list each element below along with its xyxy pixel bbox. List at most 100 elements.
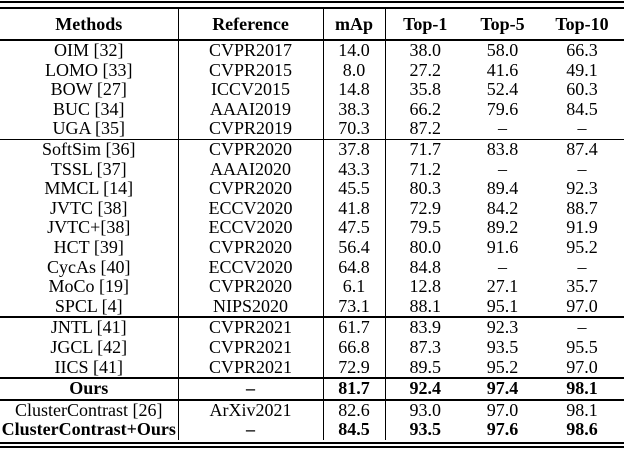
top10-cell: 49.1 xyxy=(566,60,598,80)
map-cell: 64.8 xyxy=(323,257,386,278)
method-cell: JVTC+[38] xyxy=(0,218,179,238)
top1-cell: 89.5 xyxy=(409,357,442,377)
top1-cell: 80.3 xyxy=(409,179,442,199)
top1-cell: 35.8 xyxy=(409,80,442,100)
table-bottom-rule-inner xyxy=(0,441,624,444)
method-cell: BOW [27] xyxy=(0,80,179,100)
method-cell: CycAs [40] xyxy=(0,257,179,278)
top1-cell: 87.3 xyxy=(409,337,442,357)
table-body: OIM [32] CVPR2017 14.0 38.0 58.0 66.3 LOMO [33… xyxy=(0,40,624,440)
top1-cell: 12.8 xyxy=(409,277,442,297)
method-cell: JGCL [42] xyxy=(0,337,179,358)
top1-cell: 93.5 xyxy=(409,420,442,440)
top10-cell: – xyxy=(577,119,587,139)
table-row: UGA [35] CVPR2019 70.3 87.2 – – xyxy=(0,119,624,140)
header-row: Methods Reference mAp Top-1 Top-5 Top-10 xyxy=(0,9,624,40)
method-cell: SoftSim [36] xyxy=(0,139,179,160)
method-cell: UGA [35] xyxy=(0,119,179,140)
map-cell: 37.8 xyxy=(323,139,386,160)
method-cell: JVTC [38] xyxy=(0,198,179,219)
table-row: IICS [41] CVPR2021 72.9 89.5 95.2 97.0 xyxy=(0,357,624,379)
top1-cell: 66.2 xyxy=(409,99,442,119)
map-cell: 43.3 xyxy=(323,159,386,180)
table-row: ClusterContrast+Ours –84.5 93.5 97.6 98.6 xyxy=(0,420,624,440)
top1-cell: 93.0 xyxy=(409,399,442,420)
top1-cell: 72.9 xyxy=(409,198,442,218)
top1-cell: 92.4 xyxy=(409,378,442,399)
reference-cell: CVPR2020 xyxy=(178,179,324,199)
top10-cell: 95.2 xyxy=(566,237,598,257)
method-cell: ClusterContrast+Ours xyxy=(0,420,179,440)
top5-cell: 79.6 xyxy=(486,99,519,119)
top10-cell: 98.1 xyxy=(566,399,598,420)
top10-cell: 87.4 xyxy=(566,139,598,159)
map-cell: 61.7 xyxy=(323,317,386,338)
reference-cell: AAAI2019 xyxy=(178,99,324,120)
map-cell: 84.5 xyxy=(323,420,386,440)
column-header-top5: Top-5 xyxy=(480,14,525,34)
top5-cell: 27.1 xyxy=(486,277,519,297)
table-row: BOW [27] ICCV2015 14.8 35.8 52.4 60.3 xyxy=(0,80,624,100)
table-row: HCT [39] CVPR2020 56.4 80.0 91.6 95.2 xyxy=(0,237,624,258)
map-cell: 41.8 xyxy=(323,198,386,219)
top10-cell: 84.5 xyxy=(566,99,598,119)
top5-cell: 89.2 xyxy=(486,218,519,238)
map-cell: 6.1 xyxy=(323,277,386,297)
method-cell: MMCL [14] xyxy=(0,179,179,199)
reference-cell: ECCV2020 xyxy=(178,257,324,278)
map-cell: 38.3 xyxy=(323,99,386,120)
reference-cell: CVPR2020 xyxy=(178,139,324,160)
method-cell: LOMO [33] xyxy=(0,60,179,81)
map-cell: 73.1 xyxy=(323,296,386,318)
reference-cell: NIPS2020 xyxy=(178,296,324,318)
table-top-rule-outer xyxy=(0,1,624,3)
method-cell: TSSL [37] xyxy=(0,159,179,180)
top5-cell: 91.6 xyxy=(486,237,519,257)
column-header-methods: Methods xyxy=(0,9,179,40)
top10-cell: – xyxy=(577,317,587,338)
top1-cell: 80.0 xyxy=(409,237,442,257)
reference-cell: AAAI2020 xyxy=(178,159,324,180)
top5-cell: 92.3 xyxy=(486,317,519,338)
top5-cell: 41.6 xyxy=(486,60,519,80)
top10-cell: 60.3 xyxy=(566,80,598,100)
table-row: CycAs [40] ECCV2020 64.8 84.8 – – xyxy=(0,257,624,278)
table-header: Methods Reference mAp Top-1 Top-5 Top-10 xyxy=(0,9,624,40)
method-cell: OIM [32] xyxy=(0,40,179,61)
reference-cell: – xyxy=(178,420,324,440)
top10-cell: 66.3 xyxy=(566,40,598,60)
top5-cell: 97.4 xyxy=(486,378,519,399)
top1-cell: 71.7 xyxy=(409,139,442,159)
top5-cell: – xyxy=(498,257,507,277)
table-row: JGCL [42] CVPR2021 66.8 87.3 93.5 95.5 xyxy=(0,337,624,358)
map-cell: 70.3 xyxy=(323,119,386,140)
map-cell: 45.5 xyxy=(323,179,386,199)
map-cell: 56.4 xyxy=(323,237,386,258)
top1-cell: 71.2 xyxy=(409,159,442,179)
map-cell: 8.0 xyxy=(323,60,386,81)
column-header-top10: Top-10 xyxy=(555,14,609,34)
top10-cell: 95.5 xyxy=(566,337,598,357)
top5-cell: – xyxy=(498,159,507,179)
reference-cell: CVPR2020 xyxy=(178,237,324,258)
table-top-rule-inner xyxy=(0,7,624,9)
table-row: TSSL [37] AAAI2020 43.3 71.2 – – xyxy=(0,159,624,180)
method-cell: ClusterContrast [26] xyxy=(0,399,179,421)
table-row: JVTC [38] ECCV2020 41.8 72.9 84.2 88.7 xyxy=(0,198,624,219)
top5-cell: 89.4 xyxy=(486,179,519,199)
method-cell: IICS [41] xyxy=(0,357,179,379)
top10-cell: 92.3 xyxy=(566,179,598,199)
top5-cell: 83.8 xyxy=(486,139,519,159)
top10-cell: – xyxy=(577,257,587,277)
top5-cell: 58.0 xyxy=(486,40,519,60)
top10-cell: 97.0 xyxy=(566,296,598,316)
table-row: MMCL [14] CVPR2020 45.5 80.3 89.4 92.3 xyxy=(0,179,624,199)
table-bottom-rule-outer xyxy=(0,445,624,448)
table-row: SPCL [4] NIPS2020 73.1 88.1 95.1 97.0 xyxy=(0,296,624,318)
table-row: Ours –81.7 92.4 97.4 98.1 xyxy=(0,378,624,400)
method-cell: MoCo [19] xyxy=(0,277,179,297)
reference-cell: CVPR2020 xyxy=(178,277,324,297)
top5-cell: 95.1 xyxy=(486,296,519,316)
table-row: JVTC+[38] ECCV2020 47.5 79.5 89.2 91.9 xyxy=(0,218,624,238)
